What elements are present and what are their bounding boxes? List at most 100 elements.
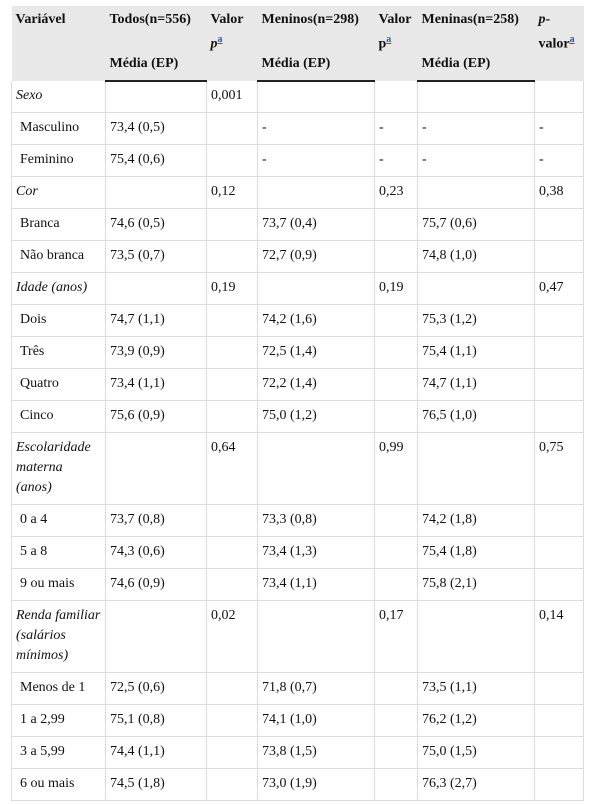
cell: 0,47 <box>534 272 584 305</box>
footnote-link[interactable]: a <box>569 34 575 45</box>
row-label: 6 ou mais <box>11 768 106 801</box>
header-cell: Média (EP) <box>105 54 207 82</box>
cell <box>206 400 258 433</box>
footnote-link[interactable]: a <box>217 34 223 45</box>
row-label: 9 ou mais <box>11 568 106 601</box>
header-cell: p-valora <box>534 6 584 81</box>
cell: - <box>374 112 418 145</box>
cell: 74,6 (0,5) <box>105 208 207 241</box>
row-label: Renda familiar (salários mínimos) <box>11 600 106 673</box>
cell <box>374 336 418 369</box>
data-row: 9 ou mais 74,6 (0,9) 73,4 (1,1) 75,8 (2,1) <box>11 568 584 601</box>
cell: - <box>257 144 375 177</box>
cell <box>417 432 535 505</box>
cell <box>374 736 418 769</box>
cell: 72,2 (1,4) <box>257 368 375 401</box>
header-text: p <box>378 36 387 52</box>
header-italic: p <box>210 36 218 52</box>
cell: - <box>534 112 584 145</box>
cell <box>534 81 584 113</box>
cell <box>374 240 418 273</box>
header-sub: Média (EP) <box>421 56 491 71</box>
cell: 75,1 (0,8) <box>105 704 207 737</box>
cell: - <box>417 144 535 177</box>
header-text: Todos(n=556) <box>109 12 191 27</box>
cell: 75,6 (0,9) <box>105 400 207 433</box>
cell: 72,5 (0,6) <box>105 672 207 705</box>
cell: 75,4 (1,1) <box>417 336 535 369</box>
cell: 74,2 (1,8) <box>417 504 535 537</box>
cell <box>206 112 258 145</box>
cell <box>417 600 535 673</box>
header-text: -valor <box>538 12 570 52</box>
cell <box>206 304 258 337</box>
data-row: 5 a 8 74,3 (0,6) 73,4 (1,3) 75,4 (1,8) <box>11 536 584 569</box>
cell <box>534 672 584 705</box>
cell: 0,02 <box>206 600 258 673</box>
cell: 74,5 (1,8) <box>105 768 207 801</box>
cell <box>534 240 584 273</box>
cell <box>534 536 584 569</box>
header-cell: Média (EP) <box>257 54 375 82</box>
cell <box>105 81 207 113</box>
row-label: Três <box>11 336 106 369</box>
row-label: Escolaridade materna (anos) <box>11 432 106 505</box>
cell: 73,8 (1,5) <box>257 736 375 769</box>
row-label: Branca <box>11 208 106 241</box>
cell <box>534 704 584 737</box>
cell <box>105 432 207 505</box>
header-cell: Média (EP) <box>417 54 535 82</box>
cell <box>257 600 375 673</box>
cell: 75,4 (0,6) <box>105 144 207 177</box>
cell: 76,3 (2,7) <box>417 768 535 801</box>
cell: 73,5 (0,7) <box>105 240 207 273</box>
cell: - <box>534 144 584 177</box>
cell <box>105 272 207 305</box>
header-row: Variável Todos(n=556) Valor pa Meninos(n… <box>11 6 584 81</box>
cell: 73,4 (1,1) <box>105 368 207 401</box>
cell: 71,8 (0,7) <box>257 672 375 705</box>
cell: 74,1 (1,0) <box>257 704 375 737</box>
data-row: Menos de 1 72,5 (0,6) 71,8 (0,7) 73,5 (1,1) <box>11 672 584 705</box>
group-row: Sexo 0,001 <box>11 81 584 113</box>
group-row: Escolaridade materna (anos) 0,64 0,99 0,75 <box>11 432 584 505</box>
group-row: Idade (anos) 0,19 0,19 0,47 <box>11 272 584 305</box>
header-italic: p <box>538 12 546 27</box>
cell: 74,4 (1,1) <box>105 736 207 769</box>
cell <box>534 208 584 241</box>
row-label: 0 a 4 <box>11 504 106 537</box>
header-cell: Variável <box>11 6 106 81</box>
header-text: Meninas(n=258) <box>421 12 519 27</box>
cell <box>206 240 258 273</box>
cell: 74,7 (1,1) <box>417 368 535 401</box>
row-label: Cinco <box>11 400 106 433</box>
cell: 0,12 <box>206 176 258 209</box>
cell <box>534 400 584 433</box>
cell <box>206 768 258 801</box>
row-label: Idade (anos) <box>11 272 106 305</box>
footnote-link[interactable]: a <box>386 34 392 45</box>
group-row: Renda familiar (salários mínimos) 0,02 0,1… <box>11 600 584 673</box>
cell: 0,001 <box>206 81 258 113</box>
row-label: 1 a 2,99 <box>11 704 106 737</box>
cell <box>534 368 584 401</box>
cell <box>206 368 258 401</box>
row-label: Dois <box>11 304 106 337</box>
cell <box>374 368 418 401</box>
header-row: Média (EP) Média (EP) Média (EP) <box>12 54 584 82</box>
cell: 75,0 (1,2) <box>257 400 375 433</box>
cell: 72,5 (1,4) <box>257 336 375 369</box>
cell <box>374 672 418 705</box>
cell: 75,8 (2,1) <box>417 568 535 601</box>
cell: 74,6 (0,9) <box>105 568 207 601</box>
cell: 0,64 <box>206 432 258 505</box>
cell: - <box>417 112 535 145</box>
data-table: Variável Todos(n=556) Valor pa Meninos(n… <box>11 6 584 801</box>
header-cell: Valor pa <box>206 6 258 81</box>
cell: 73,9 (0,9) <box>105 336 207 369</box>
cell: 74,7 (1,1) <box>105 304 207 337</box>
cell: 73,4 (1,1) <box>257 568 375 601</box>
cell <box>534 568 584 601</box>
cell <box>417 176 535 209</box>
